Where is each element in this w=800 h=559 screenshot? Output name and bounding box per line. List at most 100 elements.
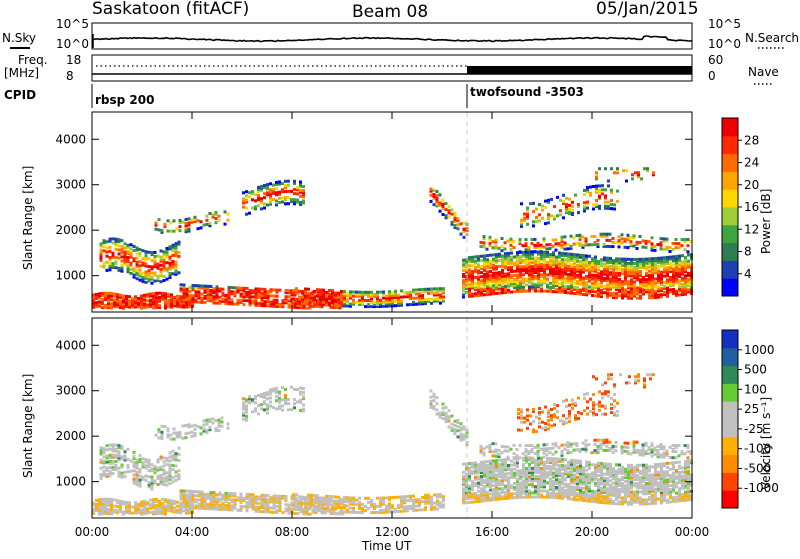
echo-cell [406,303,409,306]
echo-cell [585,469,588,472]
echo-cell [266,403,269,406]
echo-cell [169,262,172,265]
echo-cell [588,494,591,497]
echo-cell [299,181,302,184]
echo-cell [471,293,474,296]
echo-cell [462,269,465,272]
echo-cell [276,295,279,298]
echo-cell [430,194,433,197]
echo-cell [648,240,651,243]
echo-cell [302,199,305,202]
echo-cell [203,224,206,227]
colorbar-swatch [722,136,738,154]
echo-cell [98,292,101,295]
echo-cell [112,237,115,240]
echo-cell [684,238,687,241]
echo-cell [652,171,655,174]
echo-cell [122,511,125,514]
echo-cell [606,239,609,242]
echo-cell [115,464,118,467]
echo-cell [616,167,619,170]
echo-cell [130,268,133,271]
echo-cell [516,274,519,277]
echo-cell [463,228,466,231]
echo-cell [537,475,540,478]
echo-cell [267,494,270,497]
echo-cell [299,391,302,394]
echo-cell [252,300,255,303]
echo-cell [133,267,136,270]
echo-cell [242,412,245,415]
echo-cell [546,290,549,293]
echo-cell [140,501,143,504]
echo-cell [552,245,555,248]
echo-cell [525,290,528,293]
echo-cell [526,223,529,226]
echo-cell [433,493,436,496]
echo-cell [143,500,146,503]
echo-cell [298,495,301,498]
echo-cell [666,278,669,281]
echo-cell [307,288,310,291]
echo-cell [531,467,534,470]
echo-cell [594,482,597,485]
echo-cell [352,291,355,294]
echo-cell [169,460,172,463]
echo-cell [182,437,185,440]
echo-cell [178,241,181,244]
echo-cell [358,497,361,500]
echo-cell [430,188,433,191]
echo-cell [121,239,124,242]
echo-cell [227,423,230,426]
echo-cell [302,185,305,188]
echo-cell [546,278,549,281]
echo-cell [537,257,540,260]
echo-cell [263,207,266,210]
echo-cell [618,258,621,261]
echo-cell [225,492,228,495]
echo-cell [663,237,666,240]
echo-cell [133,274,136,277]
echo-cell [154,255,157,258]
echo-cell [534,257,537,260]
echo-cell [130,251,133,254]
echo-cell [424,506,427,509]
echo-cell [687,272,690,275]
echo-cell [601,188,604,191]
echo-cell [299,399,302,402]
echo-cell [313,290,316,293]
echo-cell [302,189,305,192]
echo-cell [243,303,246,306]
echo-cell [430,298,433,301]
echo-cell [415,288,418,291]
colorbar-swatch [722,278,738,296]
echo-cell [95,503,98,506]
echo-cell [127,256,130,259]
echo-cell [257,204,260,207]
echo-cell [645,272,648,275]
echo-cell [618,266,621,269]
echo-cell [651,242,654,245]
echo-cell [507,464,510,467]
echo-cell [492,488,495,491]
echo-cell [358,299,361,302]
echo-cell [522,463,525,466]
echo-cell [207,503,210,506]
echo-cell [534,275,537,278]
echo-cell [284,388,287,391]
echo-cell [170,230,173,233]
echo-cell [627,262,630,265]
echo-cell [507,476,510,479]
echo-cell [555,288,558,291]
echo-cell [221,425,224,428]
echo-cell [267,304,270,307]
echo-cell [334,500,337,503]
echo-cell [191,435,194,438]
echo-cell [115,260,118,263]
echo-cell [631,173,634,176]
echo-cell [302,391,305,394]
echo-cell [498,492,501,495]
echo-cell [462,279,465,282]
echo-cell [520,219,523,222]
echo-cell [340,294,343,297]
